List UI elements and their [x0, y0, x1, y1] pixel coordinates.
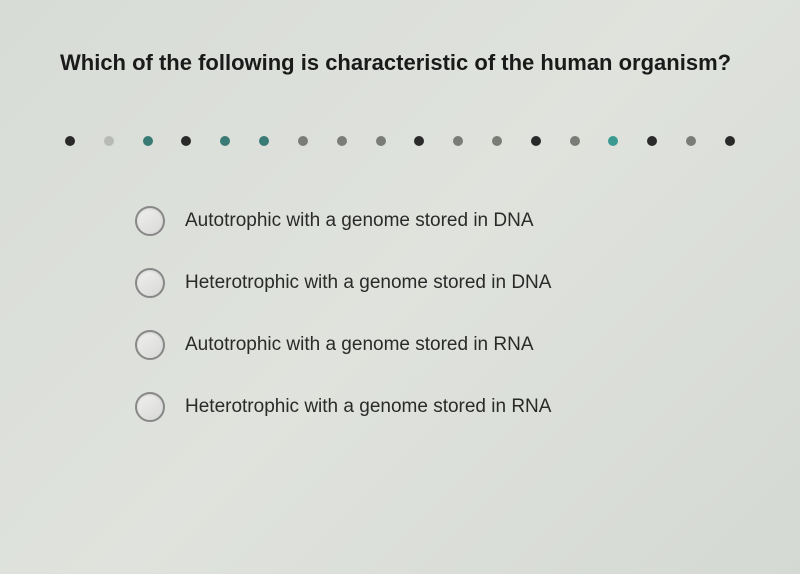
progress-dot[interactable]	[376, 136, 386, 146]
question-title: Which of the following is characteristic…	[60, 50, 740, 76]
progress-dot[interactable]	[104, 136, 114, 146]
progress-dot[interactable]	[259, 136, 269, 146]
progress-dot[interactable]	[453, 136, 463, 146]
progress-dot[interactable]	[65, 136, 75, 146]
option-1[interactable]: Autotrophic with a genome stored in DNA	[135, 206, 740, 236]
option-2[interactable]: Heterotrophic with a genome stored in DN…	[135, 268, 740, 298]
radio-icon	[135, 392, 165, 422]
progress-dot[interactable]	[725, 136, 735, 146]
progress-dot[interactable]	[492, 136, 502, 146]
option-3[interactable]: Autotrophic with a genome stored in RNA	[135, 330, 740, 360]
progress-dot[interactable]	[531, 136, 541, 146]
progress-dot[interactable]	[647, 136, 657, 146]
option-4[interactable]: Heterotrophic with a genome stored in RN…	[135, 392, 740, 422]
progress-dot[interactable]	[143, 136, 153, 146]
progress-dot[interactable]	[337, 136, 347, 146]
option-label: Heterotrophic with a genome stored in DN…	[185, 272, 551, 294]
progress-dot[interactable]	[608, 136, 618, 146]
option-label: Autotrophic with a genome stored in RNA	[185, 334, 534, 356]
options-list: Autotrophic with a genome stored in DNA …	[60, 206, 740, 422]
option-label: Heterotrophic with a genome stored in RN…	[185, 396, 551, 418]
progress-dot[interactable]	[570, 136, 580, 146]
progress-dot[interactable]	[181, 136, 191, 146]
progress-dot[interactable]	[686, 136, 696, 146]
progress-dot[interactable]	[220, 136, 230, 146]
progress-dot[interactable]	[298, 136, 308, 146]
option-label: Autotrophic with a genome stored in DNA	[185, 210, 534, 232]
progress-indicator	[60, 136, 740, 146]
progress-dot[interactable]	[414, 136, 424, 146]
radio-icon	[135, 268, 165, 298]
radio-icon	[135, 206, 165, 236]
radio-icon	[135, 330, 165, 360]
